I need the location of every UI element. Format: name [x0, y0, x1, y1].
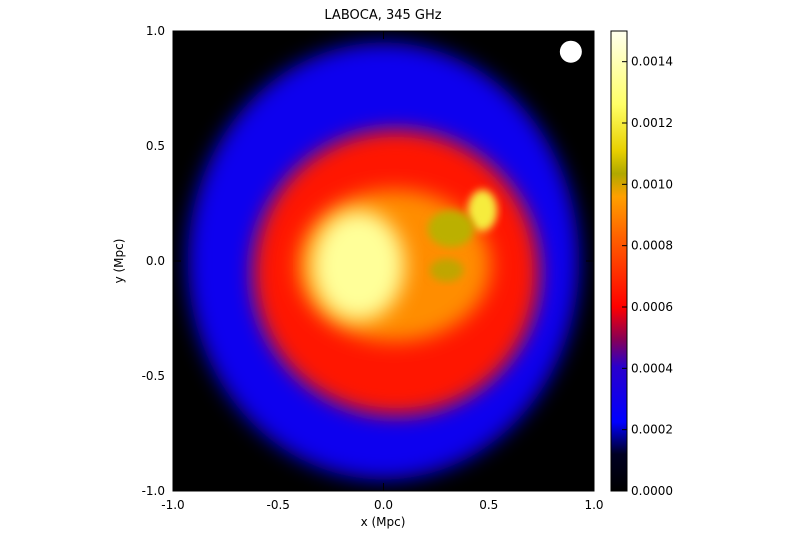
colorbar-tick-label: 0.0010	[631, 177, 673, 191]
emission-east-knot	[467, 189, 498, 232]
x-axis: -1.0 -0.5 0.0 0.5 1.0	[161, 31, 604, 512]
y-tick-label: -1.0	[142, 484, 165, 498]
beam-marker	[559, 40, 582, 63]
emission-lower-knot	[429, 258, 464, 282]
colorbar-tick-label: 0.0006	[631, 300, 673, 314]
y-tick-label: 1.0	[146, 24, 165, 38]
colorbar-tick-label: 0.0012	[631, 116, 673, 130]
colorbar-tick-label: 0.0014	[631, 55, 673, 69]
x-axis-label: x (Mpc)	[361, 515, 406, 529]
colorbar-tick-label: 0.0008	[631, 239, 673, 253]
emission-map	[187, 42, 580, 480]
colorbar	[610, 30, 628, 492]
y-axis: -1.0 -0.5 0.0 0.5 1.0	[142, 24, 594, 498]
y-tick-label: 0.5	[146, 139, 165, 153]
y-axis-label: y (Mpc)	[112, 239, 126, 284]
x-tick-label: 1.0	[584, 498, 603, 512]
colorbar-tick-label: 0.0000	[631, 484, 673, 498]
y-tick-label: 0.0	[146, 254, 165, 268]
x-tick-label: 0.5	[479, 498, 498, 512]
x-tick-label: -1.0	[161, 498, 184, 512]
x-tick-label: 0.0	[374, 498, 393, 512]
y-tick-label: -0.5	[142, 369, 165, 383]
chart-title: LABOCA, 345 GHz	[324, 8, 441, 23]
colorbar-ticks: 0.0000 0.0002 0.0004 0.0006 0.0008 0.0010 0.00…	[622, 55, 673, 498]
x-tick-label: -0.5	[267, 498, 290, 512]
colorbar-tick-label: 0.0002	[631, 423, 673, 437]
colorbar-tick-label: 0.0004	[631, 361, 673, 375]
emission-middle-knot	[427, 210, 475, 248]
emission-core	[311, 210, 405, 321]
